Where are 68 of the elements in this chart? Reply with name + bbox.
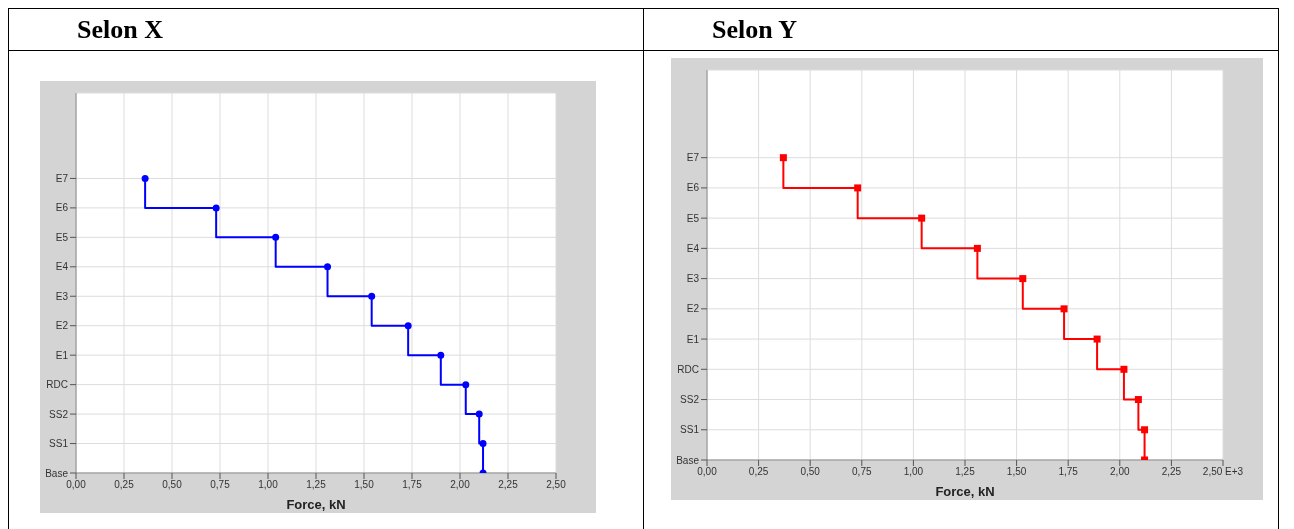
point <box>918 214 926 222</box>
point <box>475 410 483 418</box>
y-tick-label: SS2 <box>680 394 700 406</box>
point <box>324 263 332 271</box>
x-tick-label: 2,50 <box>546 479 567 491</box>
point <box>1019 275 1027 283</box>
x-tick-label: 0,75 <box>852 466 872 478</box>
x-axis-title: Force, kN <box>935 484 995 499</box>
point <box>1093 335 1101 343</box>
y-tick-label: SS2 <box>49 408 69 420</box>
x-tick-label: 2,25 <box>498 479 519 491</box>
chart-title: Selon X <box>8 8 644 51</box>
x-tick-label: 2,00 <box>450 479 471 491</box>
point <box>1134 396 1142 404</box>
x-tick-label: 0,50 <box>162 479 183 491</box>
x-tick-label: 1,00 <box>258 479 279 491</box>
x-tick-label: 1,75 <box>1058 466 1079 478</box>
x-tick-label: 0,25 <box>748 466 769 478</box>
point <box>212 204 220 212</box>
y-tick-label: E3 <box>686 273 700 285</box>
y-tick-label: SS1 <box>49 438 69 450</box>
y-tick-label: E6 <box>55 202 69 214</box>
point <box>404 322 412 330</box>
y-tick-label: E2 <box>686 303 700 315</box>
point <box>437 351 445 359</box>
y-tick-label: SS1 <box>680 424 700 436</box>
point <box>479 440 487 448</box>
point <box>779 154 787 162</box>
x-tick-label: 2,50 E+3 <box>1202 466 1244 478</box>
x-axis-title: Force, kN <box>286 497 346 512</box>
point <box>462 381 470 389</box>
point <box>141 174 149 182</box>
x-tick-label: 1,50 <box>354 479 375 491</box>
y-tick-label: E1 <box>686 333 700 345</box>
y-tick-label: E5 <box>55 231 69 243</box>
x-tick-label: 2,00 <box>1110 466 1130 478</box>
point <box>272 233 280 241</box>
x-tick-label: 0,00 <box>66 479 87 491</box>
x-tick-label: 0,25 <box>114 479 135 491</box>
x-tick-label: 0,75 <box>210 479 231 491</box>
point <box>368 292 376 300</box>
point <box>1141 426 1149 434</box>
y-tick-label: E2 <box>55 320 69 332</box>
point <box>1060 305 1068 313</box>
y-tick-label: E7 <box>686 152 700 164</box>
y-tick-label: RDC <box>677 363 699 375</box>
x-tick-label: 0,00 <box>697 466 718 478</box>
y-tick-label: E5 <box>686 212 700 224</box>
y-tick-label: Base <box>45 467 69 479</box>
x-tick-label: 1,25 <box>955 466 976 478</box>
x-tick-label: 1,75 <box>402 479 423 491</box>
y-tick-label: E7 <box>55 172 69 184</box>
y-tick-label: E1 <box>55 349 69 361</box>
x-tick-label: 0,50 <box>800 466 821 478</box>
x-tick-label: 2,25 <box>1161 466 1182 478</box>
point <box>854 184 862 192</box>
x-tick-label: 1,00 <box>903 466 924 478</box>
y-tick-label: E3 <box>55 290 69 302</box>
chart-title: Selon Y <box>643 8 1279 51</box>
point <box>973 244 981 252</box>
y-tick-label: RDC <box>46 379 68 391</box>
x-tick-label: 1,50 <box>1006 466 1027 478</box>
y-tick-label: E4 <box>55 261 69 273</box>
point <box>1120 365 1128 373</box>
y-tick-label: E6 <box>686 182 700 194</box>
x-tick-label: 1,25 <box>306 479 327 491</box>
y-tick-label: E4 <box>686 242 700 254</box>
y-tick-label: Base <box>676 454 700 466</box>
